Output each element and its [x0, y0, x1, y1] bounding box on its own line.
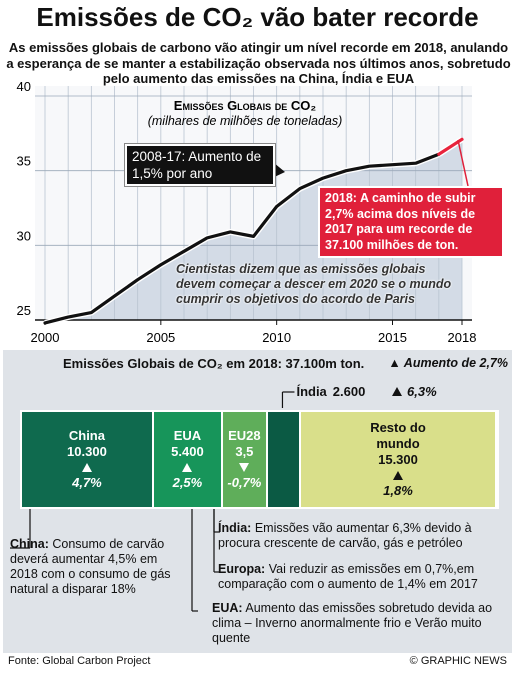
outside-label: Índia 2.600	[296, 384, 365, 399]
value-label: 5.400	[171, 444, 204, 459]
category-label: EUA	[173, 428, 202, 443]
x-tick-label: 2000	[31, 330, 60, 345]
change-arrow	[182, 463, 193, 472]
bar-title: Emissões Globais de CO₂ em 2018: 37.100m…	[63, 356, 365, 371]
note: EUA: Aumento das emissões sobretudo devi…	[212, 601, 508, 646]
value-label: 2.600	[332, 384, 366, 399]
category-label: Índia	[296, 384, 327, 399]
category-label: China	[68, 428, 105, 443]
note: Europa: Vai reduzir as emissões em 0,7%,…	[218, 562, 503, 592]
line	[43, 152, 441, 325]
change-arrow	[239, 463, 250, 472]
annotation: 2018: A caminho de subir 2,7% acima dos …	[318, 186, 504, 258]
change-arrow	[392, 387, 402, 396]
bar-segment: EUA 5.400 2,5%	[153, 412, 223, 507]
note-text: Aumento das emissões sobretudo devida ao…	[212, 601, 493, 645]
x-tick-label: 2010	[262, 330, 291, 345]
bar-segment	[267, 412, 302, 507]
y-tick-label: 35	[17, 154, 31, 169]
chart-title: Emissões Globais de CO₂	[174, 98, 317, 113]
bar-segment: Resto do mundo 15.300 1,8%	[301, 412, 497, 507]
credit: © GRAPHIC NEWS	[409, 655, 507, 667]
change-label: 6,3%	[407, 384, 437, 399]
x-tick-label: 2018	[448, 330, 477, 345]
change-arrow	[393, 471, 403, 480]
note: Índia: Emissões vão aumentar 6,3% devido…	[218, 521, 508, 551]
y-tick-label: 25	[17, 303, 31, 318]
y-tick-label: 40	[17, 79, 31, 94]
source: Fonte: Global Carbon Project	[8, 655, 151, 667]
note-label: Europa:	[218, 562, 266, 576]
value-label: 10.300	[67, 444, 107, 459]
change-arrow	[81, 463, 92, 472]
subtitle: As emissões globais de carbono vão ating…	[6, 40, 511, 86]
annotation: 2008-17: Aumento de 1,5% por ano	[125, 144, 275, 186]
change-label: -0,7%	[227, 475, 262, 490]
change-label: 2,5%	[172, 475, 203, 490]
note-text: Consumo de carvão deverá aumentar 4,5% e…	[10, 537, 171, 596]
note: China: Consumo de carvão deverá aumentar…	[10, 537, 188, 597]
category-label: EU28	[228, 428, 261, 443]
note-text: Emissões vão aumentar 6,3% devido à proc…	[218, 521, 472, 550]
change: 6,3%	[392, 384, 437, 399]
bar-segment: EU28 3,5 -0,7%	[222, 412, 268, 507]
y-tick-label: 30	[17, 228, 31, 243]
annotation: Cientistas dizem que as emissões globais…	[176, 262, 452, 306]
annotation-pointer	[457, 139, 469, 187]
note-text: Vai reduzir as emissões em 0,7%,em compa…	[218, 562, 478, 591]
note-label: China:	[10, 537, 49, 551]
note-label: Índia:	[218, 521, 252, 535]
value-label: 15.300	[378, 452, 418, 467]
chart-subtitle: (milhares de milhões de toneladas)	[148, 114, 343, 128]
bar-segment: China 10.300 4,7%	[22, 412, 154, 507]
change-label: 4,7%	[72, 475, 102, 490]
x-tick-label: 2005	[146, 330, 175, 345]
note-label: EUA:	[212, 601, 243, 615]
bar-subtitle: ▲ Aumento de 2,7%	[388, 356, 508, 370]
value-label: 3,5	[235, 444, 254, 459]
category-label: Resto do mundo	[370, 420, 426, 451]
title: Emissões de CO₂ vão bater recorde	[36, 2, 479, 32]
bar: China 10.300 4,7% EUA 5.400 2,5% EU28 3,5 -0,7% R…	[20, 410, 499, 509]
x-tick-label: 2015	[378, 330, 407, 345]
change-label: 1,8%	[383, 483, 413, 498]
